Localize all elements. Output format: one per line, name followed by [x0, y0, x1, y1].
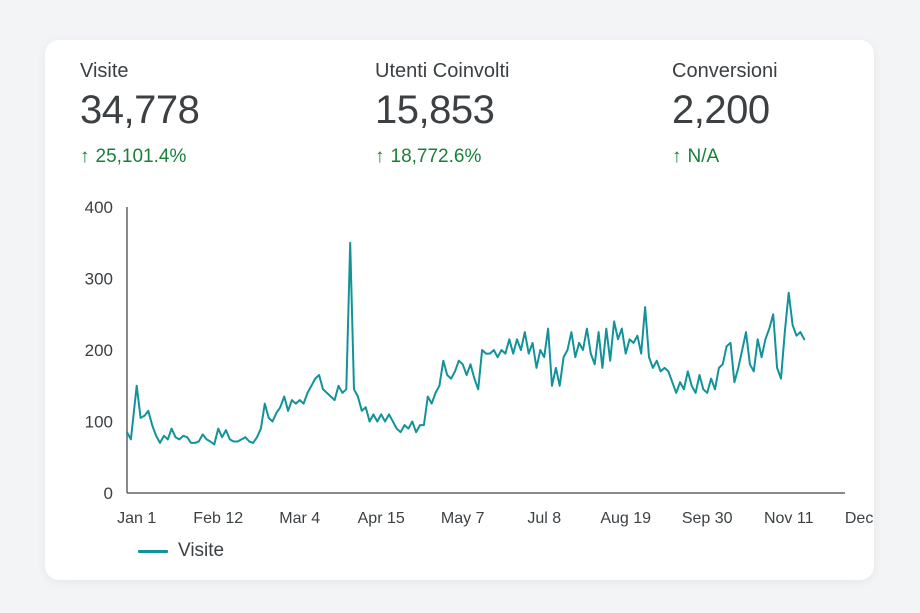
- kpi-engaged-users-value: 15,853: [375, 88, 495, 132]
- x-tick-label: Dec 23: [845, 510, 874, 527]
- x-tick-label: Mar 4: [279, 510, 320, 527]
- arrow-up-icon: ↑: [672, 146, 682, 167]
- kpi-conversions-value: 2,200: [672, 88, 770, 132]
- y-tick-label: 200: [85, 341, 113, 360]
- legend-label-visite: Visite: [178, 540, 225, 561]
- series-line-visite: [126, 241, 806, 446]
- x-tick-label: May 7: [441, 510, 485, 527]
- kpi-visits[interactable]: Visite 34,778 ↑ 25,101.4%: [80, 58, 200, 170]
- x-tick-label: Nov 11: [764, 510, 814, 527]
- kpi-conversions-change: ↑ N/A: [672, 144, 778, 170]
- kpi-visits-change: ↑ 25,101.4%: [80, 144, 199, 170]
- x-tick-label: Feb 12: [193, 510, 243, 527]
- kpi-engaged-users-label: Utenti Coinvolti: [375, 60, 510, 82]
- kpi-visits-label: Visite: [80, 60, 129, 82]
- kpi-engaged-users-change: ↑ 18,772.6%: [375, 144, 510, 170]
- kpi-engaged-users[interactable]: Utenti Coinvolti 15,853 ↑ 18,772.6%: [375, 58, 510, 170]
- kpi-engaged-users-change-value: 18,772.6%: [390, 146, 482, 167]
- kpi-conversions-label: Conversioni: [672, 60, 778, 82]
- kpi-visits-value: 34,778: [80, 88, 200, 132]
- x-tick-label: Sep 30: [682, 510, 733, 527]
- x-tick-label: Apr 15: [358, 510, 405, 527]
- dashboard-card: Visite 34,778 ↑ 25,101.4% Utenti Coinvolt…: [45, 40, 874, 580]
- x-tick-label: Jul 8: [527, 510, 561, 527]
- line-chart: 0 100 200 300 400 Jan 1 Feb 12 Mar 4 Apr 15 May 7…: [85, 198, 874, 527]
- chart-legend[interactable]: Visite: [138, 540, 224, 562]
- y-tick-label: 100: [85, 413, 113, 432]
- kpi-conversions[interactable]: Conversioni 2,200 ↑ N/A: [672, 58, 778, 170]
- x-tick-label: Aug 19: [600, 510, 651, 527]
- arrow-up-icon: ↑: [80, 146, 90, 167]
- legend-swatch: [138, 549, 168, 553]
- kpi-visits-change-value: 25,101.4%: [95, 146, 187, 167]
- y-tick-label: 300: [85, 270, 113, 289]
- y-tick-label: 400: [85, 198, 113, 217]
- arrow-up-icon: ↑: [375, 146, 385, 167]
- kpi-conversions-change-value: N/A: [687, 146, 720, 167]
- y-tick-label: 0: [104, 484, 113, 503]
- x-tick-label: Jan 1: [117, 510, 156, 527]
